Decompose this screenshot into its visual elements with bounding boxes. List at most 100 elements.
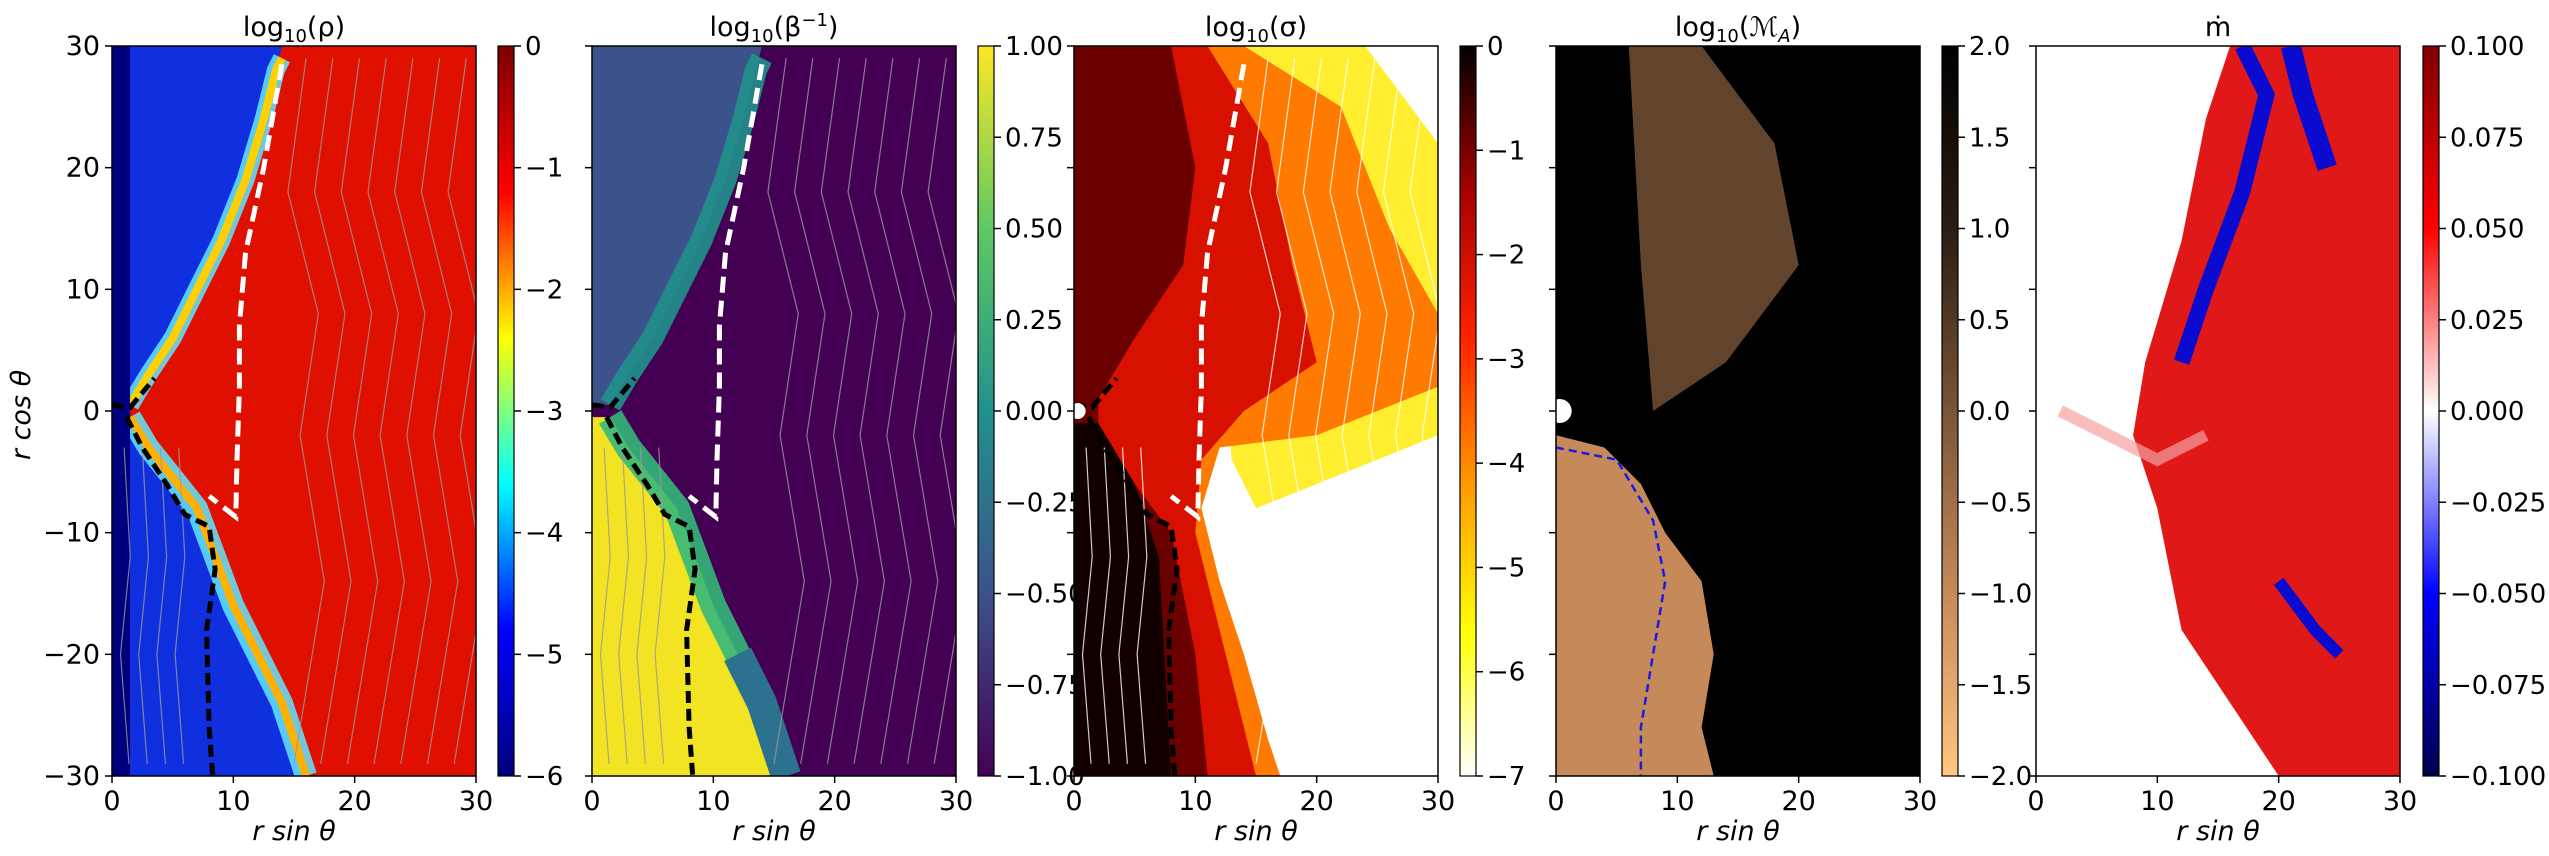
xlabel-2: r sin θ (732, 816, 815, 847)
panel-title-2: log10(β−1) (710, 10, 839, 47)
contour-black-dashed-upper (592, 376, 637, 411)
colorbar-tick-label: −1.5 (1969, 671, 2032, 701)
colorbar-tick-label: −6 (1487, 658, 1525, 688)
xtick-label: 30 (1421, 786, 1455, 817)
panel-1: log10(ρ)0 10 20 30r sin θ−30−20−100102030−6… (43, 12, 563, 847)
colorbar-tick-label: −6 (525, 762, 563, 792)
xtick-label: 30 (939, 786, 973, 817)
xtick-label: 10 (1660, 786, 1694, 817)
colorbar-tick-label: 1.5 (1969, 123, 2010, 153)
xtick-label: 0 (103, 786, 120, 817)
xtick-label: 10 (2140, 786, 2174, 817)
colorbar-tick-label: 0.000 (2450, 397, 2524, 427)
colorbar-5 (2422, 45, 2440, 777)
colorbar-tick-label: −1 (525, 154, 563, 184)
ytick-label: 10 (66, 274, 100, 305)
colorbar-3 (1459, 45, 1477, 777)
panel-title-3: log10(σ) (1205, 12, 1307, 47)
colorbar-tick-label: −3 (1487, 345, 1525, 375)
colorbar-tick-label: −0.5 (1969, 488, 2032, 518)
ytick-label: −20 (43, 639, 100, 670)
xtick-label: 20 (1299, 786, 1333, 817)
colorbar-tick-label: −0.25 (1005, 488, 1085, 518)
heatmap-field-1 (112, 46, 476, 776)
colorbar-tick-label: 0 (525, 32, 542, 62)
colorbar-tick-label: −0.50 (1005, 580, 1085, 610)
heatmap-field-3 (1074, 46, 1438, 776)
figure-ylabel: r cos θ (6, 370, 37, 460)
panel-title-1: log10(ρ) (243, 12, 345, 47)
colorbar-tick-label: −0.025 (2450, 488, 2546, 518)
colorbar-tick-label: −2.0 (1969, 762, 2032, 792)
colorbar-tick-label: −0.075 (2450, 671, 2546, 701)
xtick-label: 30 (1903, 786, 1937, 817)
xtick-label: 30 (2383, 786, 2417, 817)
panel-5: ṁ 0 10 20 30 r sin θ −0.100 −0.075 −0.050 −0.025 0… (2027, 12, 2546, 847)
colorbar-tick-label: 0.50 (1005, 215, 1063, 245)
colorbar-tick-label: −2 (525, 275, 563, 305)
streamlines-1 (119, 58, 476, 764)
panel-4: log10(ℳA) 0 10 20 30 r sin θ −2.0 −1.5 −1.0 −0.5 0… (1547, 12, 2032, 847)
xtick-label: 0 (583, 786, 600, 817)
colorbar-tick-label: −4 (1487, 449, 1525, 479)
colorbar-tick-label: 0.075 (2450, 123, 2524, 153)
ytick-label: 20 (66, 153, 100, 184)
heatmap-field-5 (2036, 46, 2400, 776)
xtick-label: 30 (459, 786, 493, 817)
colorbar-4 (1941, 45, 1959, 777)
xtick-label: 0 (2027, 786, 2044, 817)
xtick-label: 20 (817, 786, 851, 817)
contour-black-dashed-lower (124, 415, 218, 776)
panel-2: log10(β−1) 0 10 20 30 r sin θ −1.00 −0.75 −0.50 −… (583, 10, 1084, 847)
xlabel-4: r sin θ (1696, 816, 1779, 847)
central-object (1556, 399, 1572, 423)
xtick-label: 10 (1178, 786, 1212, 817)
streamlines-3 (1081, 58, 1438, 764)
ytick-label: −30 (43, 761, 100, 792)
colorbar-tick-label: −5 (1487, 553, 1525, 583)
colorbar-tick-label: −1.00 (1005, 762, 1085, 792)
ytick-label: 30 (66, 31, 100, 62)
colorbar-1 (497, 45, 515, 777)
colorbar-tick-label: −7 (1487, 762, 1525, 792)
contour-blue-dashed (1556, 446, 1667, 776)
xlabel-5: r sin θ (2176, 816, 2259, 847)
ytick-label: 0 (83, 396, 100, 427)
xtick-label: 0 (1065, 786, 1082, 817)
colorbar-tick-label: 0.75 (1005, 123, 1063, 153)
contour-white-dashed (1169, 63, 1247, 522)
colorbar-tick-label: 0.025 (2450, 306, 2524, 336)
colorbar-tick-label: 0.100 (2450, 32, 2524, 62)
panel-title-4: log10(ℳA) (1675, 12, 1801, 47)
colorbar-2 (977, 45, 995, 777)
contour-white-dashed (207, 63, 285, 522)
contour-black-dashed-upper (112, 376, 157, 411)
colorbar-tick-label: −2 (1487, 241, 1525, 271)
ytick-label: −10 (43, 518, 100, 549)
xtick-label: 20 (1781, 786, 1815, 817)
panel-3: log10(σ) 0 10 20 30 r sin θ −7 −6 −5 −4 −3 −2 −1 0 (1065, 12, 1525, 847)
xtick-label: 10 (696, 786, 730, 817)
colorbar-tick-label: 0.25 (1005, 306, 1063, 336)
xtick-label: 10 (216, 786, 250, 817)
xlabel-3: r sin θ (1214, 816, 1297, 847)
colorbar-tick-label: 0.00 (1005, 397, 1063, 427)
panel-title-5: ṁ (2205, 12, 2231, 43)
contour-black-dashed-lower (604, 415, 698, 776)
colorbar-tick-label: −4 (525, 519, 563, 549)
panels: log10(ρ)0 10 20 30r sin θ−30−20−100102030−6… (43, 10, 2546, 847)
xtick-label: 20 (337, 786, 371, 817)
central-object (1074, 403, 1086, 419)
colorbar-tick-label: 1.0 (1969, 215, 2010, 245)
colorbar-tick-label: −3 (525, 397, 563, 427)
colorbar-tick-label: 2.0 (1969, 32, 2010, 62)
xtick-label: 20 (2261, 786, 2295, 817)
xtick-label: 0 (1547, 786, 1564, 817)
colorbar-tick-label: 1.00 (1005, 32, 1063, 62)
colorbar-tick-label: −0.050 (2450, 580, 2546, 610)
heatmap-field-2 (592, 46, 956, 776)
colorbar-tick-label: −1.0 (1969, 580, 2032, 610)
colorbar-tick-label: −5 (525, 640, 563, 670)
streamlines-2 (599, 58, 956, 764)
